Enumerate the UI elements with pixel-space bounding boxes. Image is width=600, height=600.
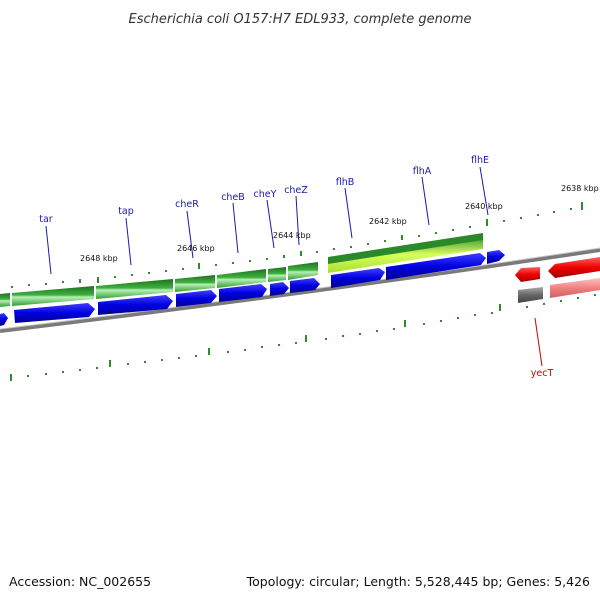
leader-line	[344, 187, 353, 239]
kbp-label: 2640 kbp	[465, 202, 503, 211]
leader-line	[45, 225, 52, 275]
gene-block	[175, 275, 215, 292]
gene-label-cher[interactable]: cheR	[175, 199, 199, 210]
gene-leaders-top	[45, 166, 489, 275]
cds-arrow	[386, 253, 486, 280]
gene-block	[96, 279, 173, 299]
cds-arrow	[487, 250, 505, 264]
gene-labels-top: tar tap cheR cheB cheY cheZ flhB flhA fl…	[39, 155, 489, 225]
upper-scale-ticks	[11, 202, 583, 288]
kbp-labels: 2648 kbp 2646 kbp 2644 kbp 2642 kbp 2640…	[80, 184, 599, 263]
kbp-label: 2644 kbp	[273, 231, 311, 240]
reverse-gene-block	[550, 278, 600, 298]
kbp-label: 2638 kbp	[561, 184, 599, 193]
kbp-label: 2642 kbp	[369, 217, 407, 226]
gene-label-tar[interactable]: tar	[39, 214, 53, 225]
gene-block	[12, 286, 94, 306]
gene-block	[268, 267, 286, 282]
leader-line	[295, 195, 300, 246]
kbp-label: 2648 kbp	[80, 254, 118, 263]
gene-block	[217, 269, 266, 288]
gene-label-flha[interactable]: flhA	[413, 166, 432, 177]
gene-block	[0, 293, 10, 307]
gene-label-cheb[interactable]: cheB	[221, 192, 245, 203]
cds-arrow	[290, 278, 320, 293]
reverse-gene-arrow	[515, 267, 540, 282]
gene-label-chey[interactable]: cheY	[254, 189, 277, 200]
leader-line	[421, 176, 430, 226]
gene-block-top	[328, 233, 483, 264]
reverse-gene-arrow	[548, 257, 600, 278]
map-title: Escherichia coli O157:H7 EDL933, complet…	[129, 12, 472, 27]
gene-label-flhb[interactable]: flhB	[336, 177, 355, 188]
genome-summary-text: Topology: circular; Length: 5,528,445 bp…	[246, 574, 590, 589]
gene-label-yect[interactable]: yecT	[531, 368, 554, 379]
cds-arrow	[270, 282, 289, 296]
cds-arrow	[331, 268, 385, 288]
leader-line	[125, 217, 132, 266]
reverse-gene-block	[518, 287, 543, 303]
leader-line	[186, 210, 194, 259]
gene-block	[288, 262, 318, 280]
cds-arrow	[219, 284, 267, 302]
cds-arrow	[0, 313, 8, 326]
kbp-label: 2646 kbp	[177, 244, 215, 253]
leader-line-yect	[534, 317, 543, 367]
cds-arrow	[98, 295, 173, 315]
leader-line	[479, 166, 489, 216]
reverse-strand-track	[515, 257, 600, 303]
cds-track	[0, 250, 505, 326]
leader-line	[232, 202, 239, 254]
lower-scale-ticks	[10, 294, 596, 381]
gene-label-chez[interactable]: cheZ	[284, 185, 308, 196]
gene-label-tap[interactable]: tap	[118, 206, 134, 217]
genome-backbone	[0, 248, 600, 333]
leader-line	[266, 199, 275, 249]
accession-text: Accession: NC_002655	[9, 574, 152, 589]
gene-label-flhe[interactable]: flhE	[471, 155, 489, 166]
cds-arrow	[176, 290, 217, 307]
gene-track	[0, 233, 483, 307]
cds-arrow	[14, 303, 95, 323]
